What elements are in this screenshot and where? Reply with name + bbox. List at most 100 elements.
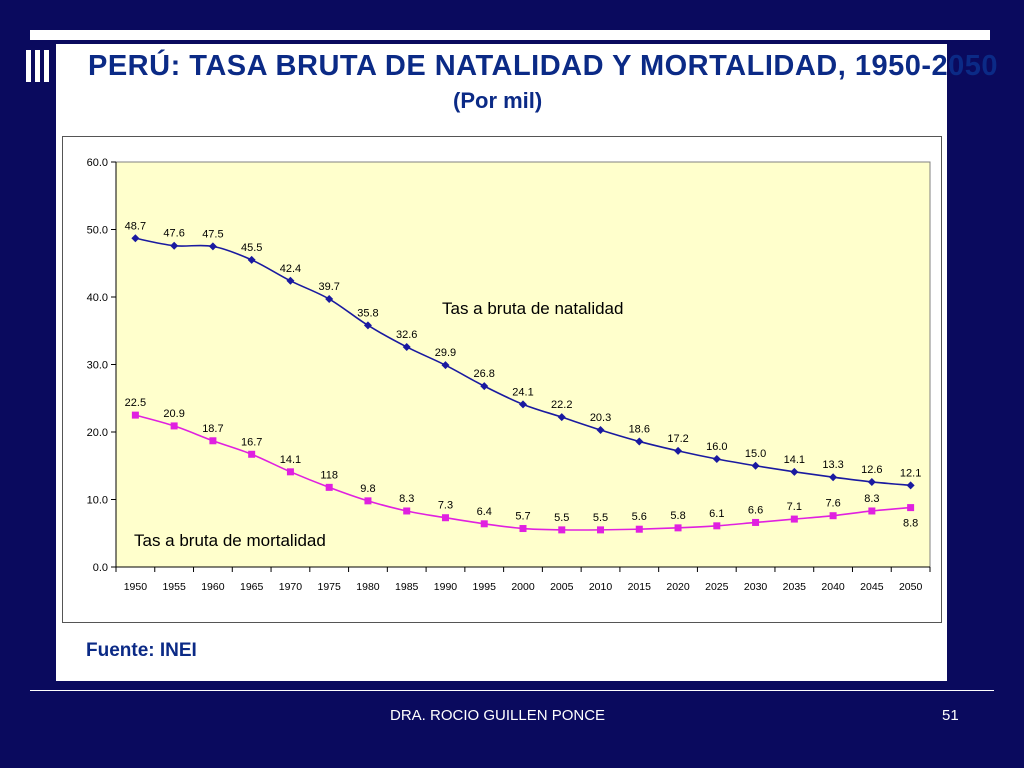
x-tick-label: 1965 bbox=[240, 581, 264, 593]
mortalidad-point bbox=[674, 524, 682, 532]
natalidad-data-label: 47.6 bbox=[163, 228, 184, 240]
natalidad-point bbox=[712, 455, 721, 463]
slide-bullet-marks bbox=[26, 50, 52, 82]
x-tick-label: 1975 bbox=[318, 581, 342, 593]
natalidad-data-label: 14.1 bbox=[784, 454, 805, 466]
mortalidad-point bbox=[286, 468, 294, 476]
mortalidad-data-label: 22.5 bbox=[125, 397, 146, 409]
x-tick-label: 2000 bbox=[511, 581, 535, 593]
mortalidad-point bbox=[558, 526, 566, 534]
x-tick-label: 2020 bbox=[666, 581, 690, 593]
plot-area bbox=[115, 161, 931, 568]
mortalidad-point bbox=[480, 520, 488, 528]
mortalidad-point bbox=[597, 526, 605, 534]
x-tick-label: 2050 bbox=[899, 581, 923, 593]
natalidad-data-label: 20.3 bbox=[590, 412, 611, 424]
y-tick-label: 0.0 bbox=[93, 562, 108, 574]
mortalidad-point bbox=[131, 411, 139, 419]
natalidad-point bbox=[170, 241, 179, 250]
mortalidad-data-label: 5.7 bbox=[515, 511, 530, 523]
chart-title: PERÚ: TASA BRUTA DE NATALIDAD Y MORTALID… bbox=[88, 50, 999, 82]
mortalidad-data-label: 6.1 bbox=[709, 508, 724, 520]
natalidad-point bbox=[790, 467, 799, 476]
mortalidad-point bbox=[209, 437, 217, 445]
y-tick-label: 20.0 bbox=[87, 427, 108, 439]
natalidad-point bbox=[480, 382, 489, 391]
natalidad-data-label: 42.4 bbox=[280, 263, 301, 275]
x-tick-label: 2040 bbox=[821, 581, 845, 593]
source-note: Fuente: INEI bbox=[86, 640, 197, 661]
natalidad-data-label: 24.1 bbox=[512, 386, 533, 398]
x-tick-label: 1985 bbox=[395, 581, 419, 593]
natalidad-data-label: 29.9 bbox=[435, 347, 456, 359]
mortalidad-data-label: 118 bbox=[320, 469, 338, 481]
natalidad-point bbox=[674, 446, 683, 455]
natalidad-data-label: 26.8 bbox=[474, 368, 495, 380]
natalidad-point bbox=[131, 234, 140, 243]
mortalidad-data-label: 8.8 bbox=[903, 518, 918, 530]
chart-subtitle: (Por mil) bbox=[453, 88, 543, 113]
mortalidad-point bbox=[752, 518, 760, 526]
x-tick-label: 2030 bbox=[744, 581, 768, 593]
natalidad-point bbox=[906, 481, 915, 490]
y-tick-label: 50.0 bbox=[87, 225, 108, 237]
top-decorative-rule bbox=[30, 30, 990, 40]
natalidad-series-label: Tas a bruta de natalidad bbox=[442, 299, 623, 318]
mortalidad-data-label: 6.6 bbox=[748, 504, 763, 516]
natalidad-point bbox=[363, 321, 372, 330]
natalidad-data-label: 32.6 bbox=[396, 329, 417, 341]
natalidad-data-label: 47.5 bbox=[202, 228, 223, 240]
mortalidad-point bbox=[441, 514, 449, 522]
mortalidad-data-label: 9.8 bbox=[360, 483, 375, 495]
x-tick-label: 2015 bbox=[628, 581, 652, 593]
mortalidad-data-label: 8.3 bbox=[864, 493, 879, 505]
natalidad-point bbox=[519, 400, 527, 409]
mortalidad-point bbox=[170, 422, 178, 430]
natalidad-data-label: 22.2 bbox=[551, 399, 572, 411]
mortalidad-point bbox=[868, 507, 876, 515]
mortalidad-point bbox=[829, 512, 837, 520]
mortalidad-series-label: Tas a bruta de mortalidad bbox=[134, 531, 326, 550]
natalidad-point bbox=[441, 361, 450, 370]
natalidad-point bbox=[208, 242, 217, 251]
natalidad-data-label: 18.6 bbox=[629, 423, 650, 435]
mortalidad-data-label: 5.6 bbox=[632, 511, 647, 523]
mortalidad-point bbox=[635, 525, 643, 533]
y-tick-label: 10.0 bbox=[87, 495, 108, 507]
natalidad-data-label: 15.0 bbox=[745, 448, 766, 460]
natalidad-data-label: 12.1 bbox=[900, 467, 921, 479]
footer-rule bbox=[30, 690, 994, 691]
mortalidad-data-label: 7.1 bbox=[787, 501, 802, 513]
mortalidad-data-label: 7.6 bbox=[825, 498, 840, 510]
mortalidad-data-label: 6.4 bbox=[477, 506, 492, 518]
mortalidad-point bbox=[713, 522, 721, 530]
natalidad-data-label: 16.0 bbox=[706, 441, 727, 453]
natalidad-data-label: 17.2 bbox=[667, 433, 688, 445]
mortalidad-point bbox=[248, 450, 256, 458]
natalidad-point bbox=[402, 342, 411, 351]
y-tick-label: 30.0 bbox=[87, 360, 108, 372]
mortalidad-point bbox=[364, 497, 372, 505]
x-tick-label: 1995 bbox=[473, 581, 497, 593]
mortalidad-point bbox=[907, 504, 915, 512]
natalidad-data-label: 35.8 bbox=[357, 307, 378, 319]
mortalidad-data-label: 5.5 bbox=[554, 512, 569, 524]
natalidad-point bbox=[286, 276, 295, 285]
mortalidad-data-label: 14.1 bbox=[280, 454, 301, 466]
mortalidad-data-label: 20.9 bbox=[163, 408, 184, 420]
mortalidad-point bbox=[519, 525, 527, 533]
x-tick-label: 2025 bbox=[705, 581, 729, 593]
mortalidad-data-label: 7.3 bbox=[438, 500, 453, 512]
x-tick-label: 2045 bbox=[860, 581, 884, 593]
x-tick-label: 1955 bbox=[162, 581, 186, 593]
natalidad-data-label: 13.3 bbox=[822, 459, 843, 471]
x-tick-label: 2035 bbox=[783, 581, 807, 593]
natalidad-point bbox=[635, 437, 644, 446]
x-tick-label: 1990 bbox=[434, 581, 458, 593]
natalidad-point bbox=[751, 461, 760, 470]
mortalidad-point bbox=[790, 515, 798, 523]
mortalidad-data-label: 16.7 bbox=[241, 436, 262, 448]
natalidad-point bbox=[325, 295, 334, 304]
mortalidad-point bbox=[325, 483, 333, 491]
natalidad-data-label: 45.5 bbox=[241, 242, 262, 254]
